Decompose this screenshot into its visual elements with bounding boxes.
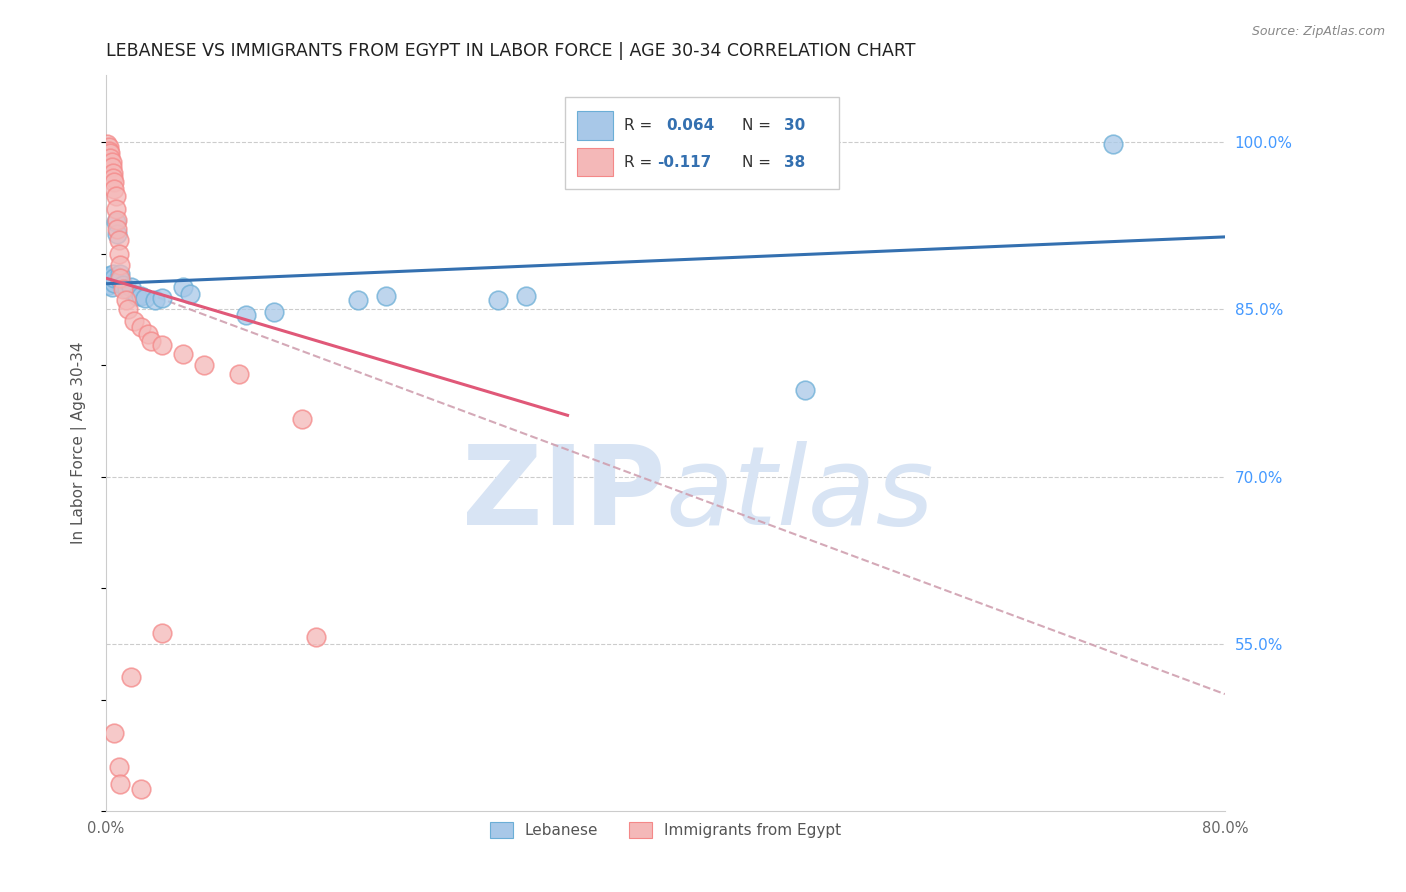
Point: [129, 289, 152, 303]
Point: [101, 170, 124, 185]
Text: R =: R =: [624, 154, 657, 169]
Point: [98, 151, 121, 165]
Y-axis label: In Labor Force | Age 30-34: In Labor Force | Age 30-34: [72, 342, 87, 544]
Point: [100, 280, 122, 294]
Point: [103, 182, 125, 196]
Point: [107, 759, 129, 773]
Point: [108, 267, 131, 281]
Point: [111, 282, 134, 296]
Point: [96, 137, 118, 152]
Text: N =: N =: [741, 118, 775, 133]
Point: [1102, 137, 1125, 152]
Point: [129, 781, 152, 796]
Point: [120, 280, 142, 294]
Point: [172, 280, 194, 294]
Point: [346, 293, 368, 308]
Point: [107, 246, 129, 260]
Point: [97, 144, 120, 158]
Point: [193, 358, 215, 372]
Point: [143, 293, 166, 308]
Point: [129, 320, 152, 334]
Point: [305, 630, 328, 644]
Point: [108, 271, 131, 285]
Point: [97, 271, 120, 285]
Point: [103, 276, 125, 290]
Point: [134, 291, 156, 305]
Point: [228, 367, 250, 381]
Point: [122, 313, 145, 327]
Text: 0.064: 0.064: [666, 118, 714, 133]
Point: [100, 160, 122, 174]
Point: [150, 291, 173, 305]
Text: -0.117: -0.117: [658, 154, 711, 169]
Point: [136, 326, 159, 341]
Point: [515, 289, 537, 303]
Point: [105, 222, 128, 236]
Point: [120, 670, 142, 684]
Text: 38: 38: [785, 154, 806, 169]
Point: [108, 273, 131, 287]
Point: [96, 268, 118, 283]
Point: [100, 155, 122, 169]
Point: [108, 777, 131, 791]
Point: [97, 139, 120, 153]
Point: [291, 411, 314, 425]
Text: LEBANESE VS IMMIGRANTS FROM EGYPT IN LABOR FORCE | AGE 30-34 CORRELATION CHART: LEBANESE VS IMMIGRANTS FROM EGYPT IN LAB…: [105, 42, 915, 60]
Point: [103, 271, 125, 285]
Point: [794, 383, 817, 397]
Point: [100, 273, 122, 287]
Text: Source: ZipAtlas.com: Source: ZipAtlas.com: [1251, 25, 1385, 38]
FancyBboxPatch shape: [576, 148, 613, 177]
Point: [374, 289, 396, 303]
Legend: Lebanese, Immigrants from Egypt: Lebanese, Immigrants from Egypt: [484, 816, 848, 844]
Point: [139, 334, 162, 348]
Point: [101, 267, 124, 281]
Point: [115, 282, 138, 296]
Point: [172, 347, 194, 361]
Point: [111, 277, 134, 292]
Point: [263, 304, 285, 318]
Point: [179, 286, 201, 301]
Point: [150, 625, 173, 640]
Point: [104, 188, 127, 202]
Point: [101, 166, 124, 180]
Point: [97, 277, 120, 292]
Text: 30: 30: [785, 118, 806, 133]
Point: [103, 175, 125, 189]
Point: [486, 293, 509, 308]
Point: [117, 302, 139, 317]
Point: [150, 338, 173, 352]
Point: [125, 289, 148, 303]
Point: [98, 146, 121, 161]
Point: [235, 308, 257, 322]
Point: [108, 258, 131, 272]
Text: R =: R =: [624, 118, 657, 133]
Point: [103, 726, 125, 740]
Point: [114, 293, 136, 308]
FancyBboxPatch shape: [576, 111, 613, 140]
FancyBboxPatch shape: [565, 97, 839, 189]
Point: [107, 233, 129, 247]
Text: atlas: atlas: [665, 442, 934, 549]
Text: N =: N =: [741, 154, 775, 169]
Point: [105, 227, 128, 241]
Point: [104, 215, 127, 229]
Point: [105, 213, 128, 227]
Point: [104, 202, 127, 216]
Text: ZIP: ZIP: [463, 442, 665, 549]
